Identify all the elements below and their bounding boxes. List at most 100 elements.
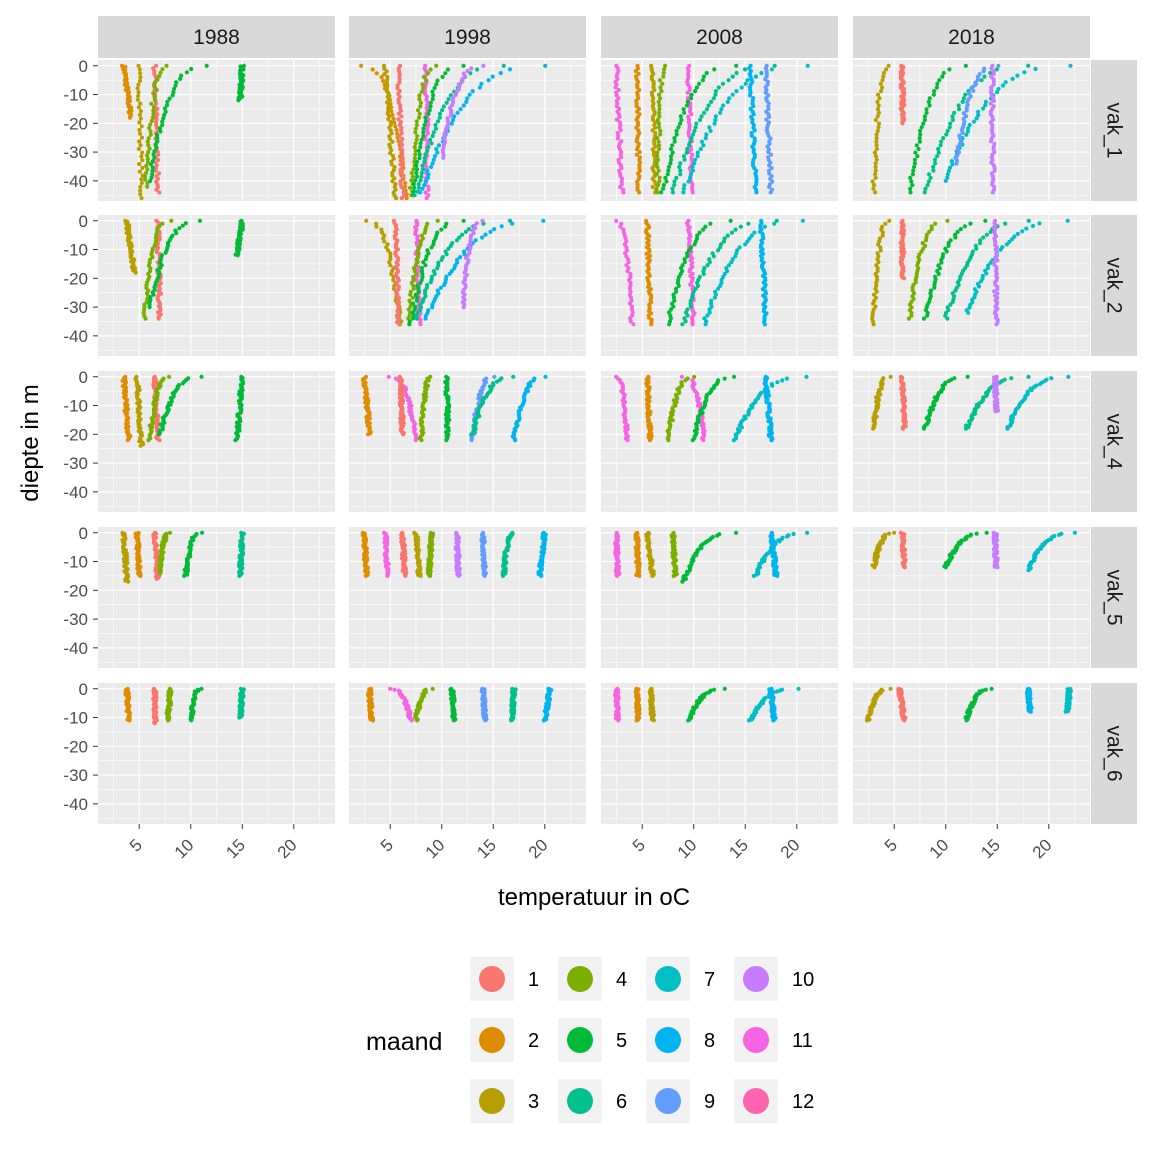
data-point xyxy=(627,301,633,306)
data-point xyxy=(772,63,777,68)
data-point xyxy=(411,286,416,291)
panel-1998-vak_4 xyxy=(349,362,586,512)
data-point xyxy=(626,260,631,265)
data-point xyxy=(160,122,165,128)
data-point xyxy=(169,218,174,223)
data-point xyxy=(944,249,949,254)
data-point xyxy=(655,136,660,141)
data-point xyxy=(936,146,941,152)
data-point xyxy=(917,139,923,144)
data-point xyxy=(152,149,157,154)
data-point xyxy=(650,128,655,133)
data-point xyxy=(725,269,730,274)
data-point xyxy=(697,81,702,86)
data-point xyxy=(152,155,157,160)
data-point xyxy=(674,128,679,133)
data-point xyxy=(880,233,885,238)
data-point xyxy=(392,120,397,125)
data-point xyxy=(925,313,930,318)
data-point xyxy=(785,534,790,539)
data-point xyxy=(162,113,167,118)
data-point xyxy=(874,139,879,144)
data-point xyxy=(161,116,166,121)
data-point xyxy=(946,243,951,248)
profile-2008-vak_5-month-11 xyxy=(613,530,622,579)
data-point xyxy=(658,132,663,137)
data-point xyxy=(483,232,488,237)
data-point xyxy=(922,190,927,195)
data-point xyxy=(678,161,683,166)
data-point xyxy=(423,152,428,157)
data-point xyxy=(165,99,170,104)
data-point xyxy=(985,266,991,271)
profile-2008-vak_1-month-9 xyxy=(763,63,775,195)
data-point xyxy=(433,122,438,128)
data-point xyxy=(139,196,144,201)
data-point xyxy=(142,174,148,179)
data-point xyxy=(880,78,885,83)
data-point xyxy=(984,232,990,237)
data-point xyxy=(981,235,986,240)
data-point xyxy=(731,438,737,443)
data-point xyxy=(465,96,470,101)
data-point xyxy=(146,143,151,148)
data-point xyxy=(698,146,703,152)
data-point xyxy=(444,252,449,257)
data-point xyxy=(507,67,513,72)
data-point xyxy=(658,96,663,101)
profile-1998-vak_5-month-6 xyxy=(500,530,515,579)
data-point xyxy=(488,229,493,234)
data-point xyxy=(926,179,932,184)
data-point xyxy=(158,570,163,576)
data-point xyxy=(655,157,661,162)
data-point xyxy=(928,175,933,180)
data-point xyxy=(881,70,887,76)
data-point xyxy=(426,71,431,76)
data-point xyxy=(477,85,482,90)
data-point xyxy=(417,152,422,157)
data-point xyxy=(1068,63,1073,68)
data-point xyxy=(457,235,462,240)
facet-panels xyxy=(98,51,1090,824)
profile-1988-vak_2-month-4 xyxy=(141,218,174,321)
profile-2018-vak_1-month-10 xyxy=(988,63,997,195)
data-point xyxy=(921,426,927,431)
data-point xyxy=(421,126,426,131)
data-point xyxy=(743,242,748,247)
data-point xyxy=(469,66,474,71)
data-point xyxy=(880,230,886,235)
data-point xyxy=(876,110,882,115)
data-point xyxy=(137,127,142,133)
data-point xyxy=(138,143,143,148)
data-point xyxy=(743,81,748,86)
profile-1988-vak_4-month-5 xyxy=(156,374,204,437)
data-point xyxy=(688,139,693,144)
profile-2018-vak_2-month-4 xyxy=(906,218,950,321)
data-point xyxy=(931,168,936,173)
data-point xyxy=(917,136,922,141)
data-point xyxy=(684,103,690,108)
profile-1998-vak_5-month-8 xyxy=(536,530,548,579)
data-point xyxy=(417,156,422,161)
data-point xyxy=(120,378,125,383)
data-point xyxy=(657,179,662,184)
data-point xyxy=(155,132,160,137)
data-point xyxy=(501,63,506,68)
data-point xyxy=(695,283,701,288)
data-point xyxy=(421,74,426,79)
data-point xyxy=(708,221,713,226)
data-point xyxy=(417,93,422,98)
data-point xyxy=(388,136,393,142)
data-point xyxy=(491,382,496,388)
data-point xyxy=(391,277,396,283)
data-point xyxy=(136,90,141,95)
data-point xyxy=(370,67,375,72)
data-point xyxy=(420,186,425,191)
data-point xyxy=(690,438,695,443)
data-point xyxy=(874,289,879,294)
data-point xyxy=(625,269,630,274)
data-point xyxy=(145,184,150,189)
data-point xyxy=(993,409,998,414)
data-point xyxy=(539,573,544,579)
data-point xyxy=(136,63,141,68)
